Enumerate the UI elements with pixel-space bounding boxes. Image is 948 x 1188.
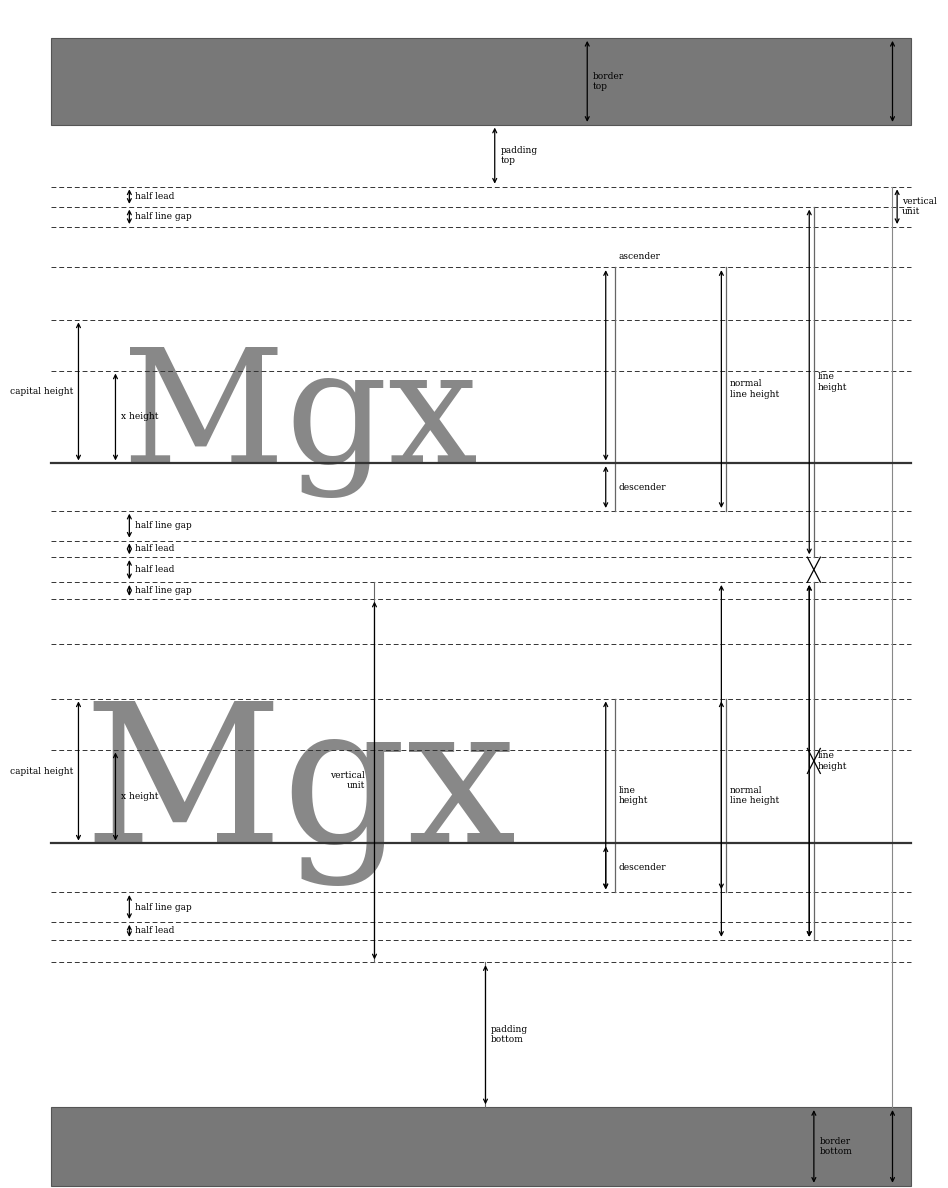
Text: normal
line height: normal line height	[730, 379, 779, 399]
Text: Mgx: Mgx	[122, 345, 479, 498]
Text: half line gap: half line gap	[135, 586, 191, 595]
Text: descender: descender	[619, 864, 666, 872]
Text: line
height: line height	[619, 785, 648, 805]
Text: padding
top: padding top	[501, 146, 538, 165]
Text: line
height: line height	[817, 372, 848, 392]
Text: half lead: half lead	[135, 192, 174, 201]
Bar	[50, 38, 911, 125]
Text: line
height: line height	[817, 751, 848, 771]
Text: half lead: half lead	[135, 565, 174, 574]
Bar	[50, 1107, 911, 1186]
Text: half line gap: half line gap	[135, 903, 191, 911]
Text: half lead: half lead	[135, 927, 174, 935]
Text: capital height: capital height	[10, 387, 74, 396]
Text: half line gap: half line gap	[135, 213, 191, 221]
Text: Mgx: Mgx	[83, 697, 518, 886]
Text: x height: x height	[121, 792, 158, 801]
Text: border
top: border top	[592, 71, 624, 91]
Text: ascender: ascender	[619, 252, 661, 261]
Text: border
bottom: border bottom	[819, 1137, 852, 1156]
Text: normal
line height: normal line height	[730, 785, 779, 805]
Text: x height: x height	[121, 412, 158, 422]
Text: descender: descender	[619, 482, 666, 492]
Text: half line gap: half line gap	[135, 522, 191, 530]
Text: half lead: half lead	[135, 544, 174, 554]
Text: capital height: capital height	[10, 766, 74, 776]
Text: vertical
unit: vertical unit	[331, 771, 365, 790]
Text: padding
bottom: padding bottom	[491, 1025, 528, 1044]
Text: vertical
unit: vertical unit	[902, 197, 937, 216]
